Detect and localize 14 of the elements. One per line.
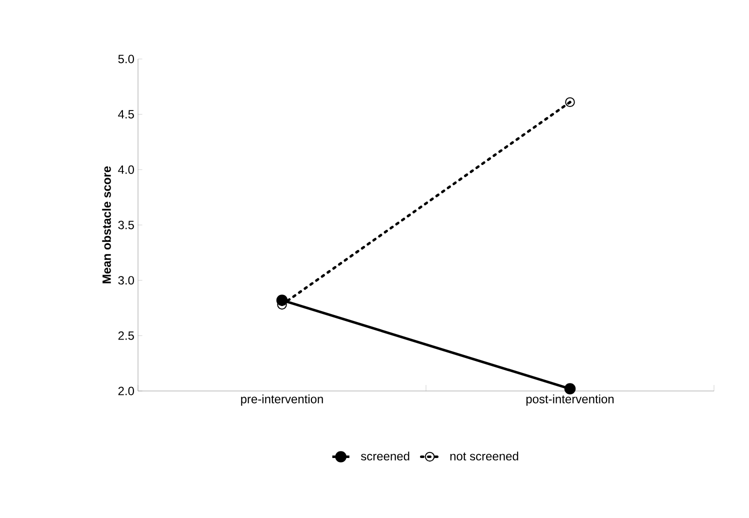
- point: [565, 97, 575, 108]
- y-tick-label: 3.0: [118, 276, 134, 285]
- point: [564, 383, 576, 394]
- y-axis-title: Mean obstacle score: [102, 166, 111, 284]
- legend-label: screened: [360, 452, 410, 460]
- legend-label: not screened: [450, 452, 518, 460]
- y-tick-label: 5.0: [118, 54, 134, 64]
- y-tick-label: 2.5: [118, 331, 134, 340]
- y-tick-label: 4.5: [118, 110, 134, 119]
- y-tick-label: 2.0: [118, 386, 134, 396]
- y-tick-label: 4.0: [118, 165, 134, 174]
- x-tick-label: pre-intervention: [241, 394, 323, 406]
- x-tick-label: post-intervention: [526, 394, 614, 406]
- y-tick-label: 3.5: [118, 220, 134, 230]
